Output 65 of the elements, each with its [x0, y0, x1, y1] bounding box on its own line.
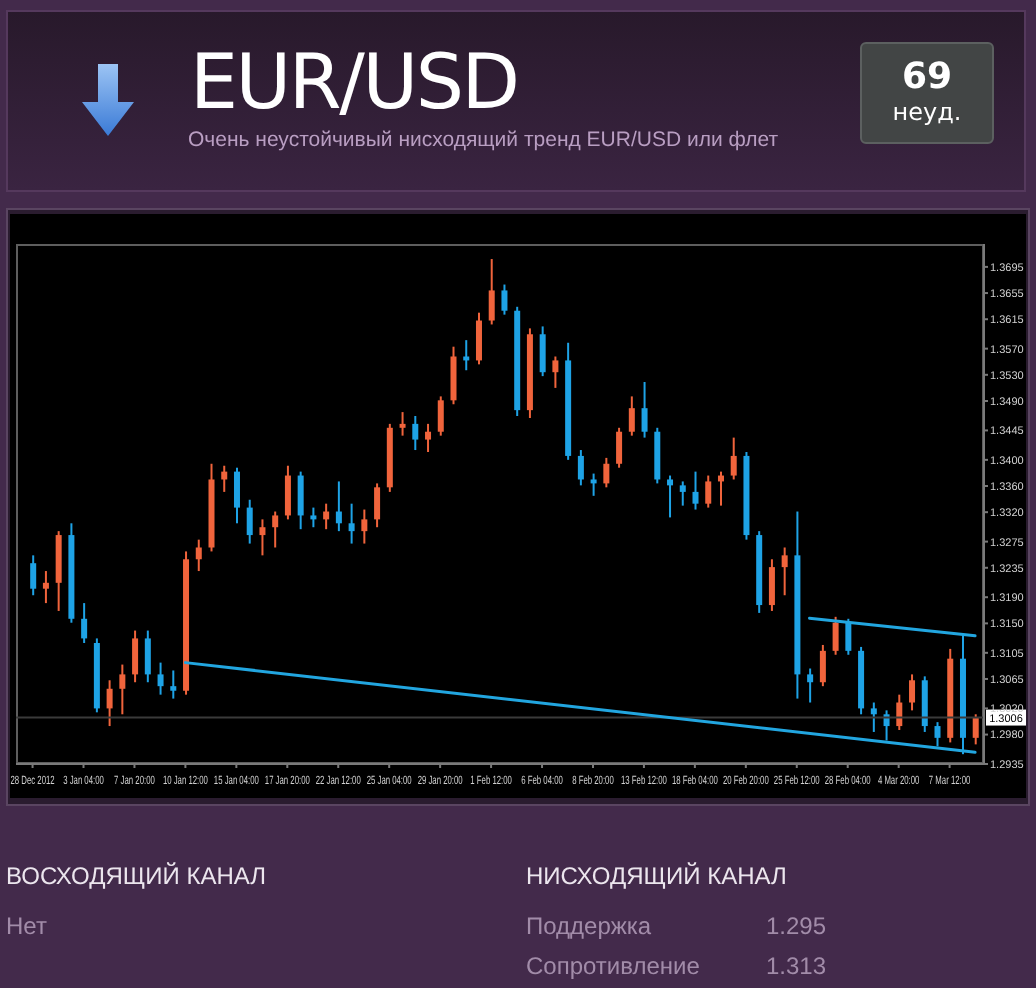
candlestick — [768, 558, 775, 612]
candlestick — [310, 506, 317, 529]
candlestick — [667, 474, 674, 519]
candlestick — [425, 422, 432, 453]
candlestick — [488, 258, 495, 326]
candlestick — [832, 615, 839, 656]
text: 1.295 — [766, 912, 827, 940]
candlestick — [144, 629, 151, 684]
candlestick — [692, 470, 699, 511]
candlestick — [30, 554, 37, 597]
candlestick — [909, 673, 916, 712]
candlestick — [450, 345, 457, 406]
candlestick — [106, 679, 113, 728]
candlestick — [628, 395, 635, 437]
candlestick — [272, 510, 279, 549]
candlestick — [374, 482, 381, 529]
candlestick — [246, 498, 253, 545]
candlestick — [284, 464, 291, 521]
chart-subtitle: Очень неустойчивый нисходящий тренд EUR/USD или флет — [188, 128, 779, 152]
candlestick — [730, 436, 737, 481]
candlestick — [157, 661, 164, 696]
chart-title: EUR/USD — [190, 38, 518, 126]
candlestick — [807, 667, 814, 704]
candlestick — [934, 721, 941, 748]
text: 1.313 — [766, 952, 827, 980]
candlestick — [412, 415, 419, 452]
candlestick — [590, 472, 597, 497]
candlestick — [361, 508, 368, 545]
text: Сопротивление — [526, 952, 700, 980]
candlestick — [399, 411, 406, 437]
candlestick — [552, 355, 559, 389]
candlestick — [335, 480, 342, 533]
candlestick — [870, 701, 877, 733]
candlestick — [679, 480, 686, 507]
candlestick — [654, 426, 661, 485]
candlestick — [297, 470, 304, 531]
candlestick — [348, 502, 355, 545]
candlestick — [437, 395, 444, 437]
candlestick — [81, 602, 88, 644]
text: ВОСХОДЯЩИЙ КАНАЛ — [6, 862, 267, 890]
candlestick — [577, 449, 584, 487]
text: 69 — [899, 56, 955, 98]
text: Поддержка — [526, 912, 652, 940]
candlestick — [616, 426, 623, 469]
candlestick — [170, 669, 177, 700]
candlestick — [641, 381, 648, 439]
candlestick — [781, 546, 788, 597]
candlestick — [195, 538, 202, 573]
candlestick — [55, 530, 62, 612]
candlestick — [603, 456, 610, 489]
candlestick — [259, 518, 266, 557]
candlestick — [132, 629, 139, 684]
candlestick — [539, 325, 546, 378]
candlestick — [972, 713, 979, 746]
candlestick — [819, 643, 826, 688]
candlestick — [475, 311, 482, 366]
candlestick — [921, 675, 928, 733]
candlestick — [501, 283, 508, 316]
candlestick — [705, 474, 712, 509]
candlestick — [119, 663, 126, 716]
candlestick — [233, 466, 240, 525]
text: неуд. — [890, 98, 964, 126]
text: Нет — [6, 912, 47, 940]
text: НИСХОДЯЩИЙ КАНАЛ — [526, 862, 787, 890]
candlestick — [42, 570, 49, 605]
